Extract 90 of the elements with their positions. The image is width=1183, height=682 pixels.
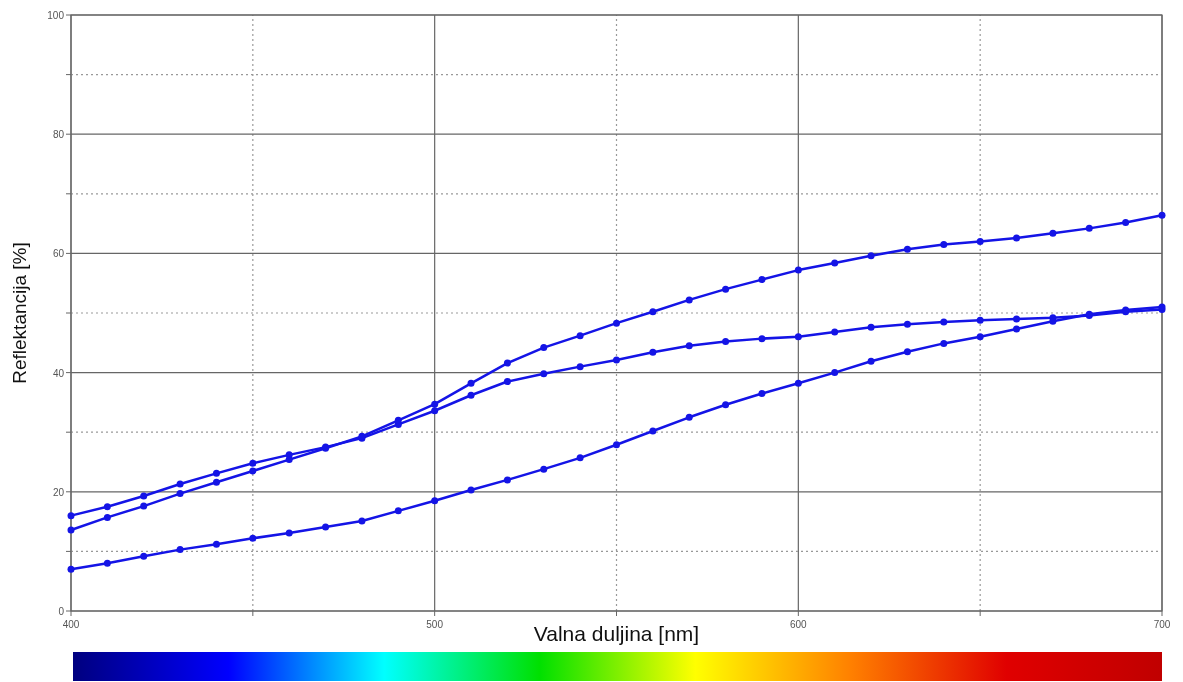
point: [794, 333, 802, 341]
point: [976, 316, 984, 324]
point: [212, 469, 220, 477]
y-tick-label: 80: [52, 129, 65, 141]
y-tick-label: 20: [52, 486, 65, 498]
point: [140, 492, 148, 500]
point: [67, 526, 75, 534]
point: [103, 503, 111, 511]
point: [431, 497, 439, 505]
x-tick-label: 700: [1153, 619, 1171, 630]
x-tick-label: 400: [62, 619, 80, 630]
point: [431, 407, 439, 415]
point: [540, 344, 548, 352]
point: [249, 459, 257, 467]
y-tick-label: 60: [52, 248, 65, 260]
point: [831, 369, 839, 377]
point: [212, 540, 220, 548]
point: [903, 245, 911, 253]
point: [940, 339, 948, 347]
point: [503, 378, 511, 386]
point: [722, 401, 730, 409]
point: [140, 502, 148, 510]
point: [140, 552, 148, 560]
point: [576, 454, 584, 462]
point: [1013, 325, 1021, 333]
y-tick-label: 100: [47, 10, 65, 21]
point: [503, 476, 511, 484]
point: [467, 379, 475, 387]
point: [576, 363, 584, 371]
point: [431, 400, 439, 408]
point: [649, 427, 657, 435]
point: [322, 523, 330, 531]
point: [103, 559, 111, 567]
point: [67, 565, 75, 573]
point: [249, 534, 257, 542]
point: [285, 529, 293, 537]
point: [1122, 218, 1130, 226]
point: [467, 486, 475, 494]
point: [867, 252, 875, 260]
point: [794, 379, 802, 387]
point: [1049, 229, 1057, 237]
point: [613, 356, 620, 364]
point: [976, 237, 984, 245]
y-tick-label: 40: [52, 367, 65, 379]
point: [649, 308, 657, 316]
point: [176, 490, 184, 498]
point: [358, 517, 366, 525]
point: [176, 546, 184, 554]
y-axis-title: Reflektancija [%]: [9, 242, 30, 384]
point: [249, 467, 257, 475]
point: [1013, 234, 1021, 242]
point: [722, 285, 730, 293]
point: [831, 328, 839, 336]
point: [758, 276, 766, 284]
point: [867, 323, 875, 331]
point: [794, 266, 802, 274]
point: [613, 319, 620, 327]
point: [1085, 224, 1093, 232]
x-axis-title: Valna duljina [nm]: [533, 622, 700, 645]
point: [903, 348, 911, 356]
point: [103, 513, 111, 521]
point: [1158, 211, 1166, 219]
point: [67, 512, 75, 520]
point: [394, 507, 402, 515]
point: [685, 413, 693, 421]
y-tick-label: 0: [58, 606, 65, 617]
point: [540, 370, 548, 378]
x-tick-label: 600: [789, 619, 808, 630]
point: [1013, 315, 1021, 323]
point: [722, 338, 730, 346]
point: [976, 333, 984, 341]
point: [685, 342, 693, 350]
point: [649, 348, 657, 356]
point: [940, 240, 948, 248]
point: [940, 318, 948, 326]
point: [613, 441, 620, 449]
point: [176, 480, 184, 488]
point: [867, 357, 875, 365]
x-tick-label: 500: [426, 619, 444, 630]
point: [758, 335, 766, 343]
point: [903, 320, 911, 328]
point: [285, 456, 293, 464]
point: [758, 389, 766, 397]
point: [540, 465, 548, 473]
point: [212, 478, 220, 486]
point: [467, 391, 475, 399]
point: [685, 296, 693, 304]
point: [503, 359, 511, 367]
point: [831, 259, 839, 267]
point: [576, 332, 584, 340]
